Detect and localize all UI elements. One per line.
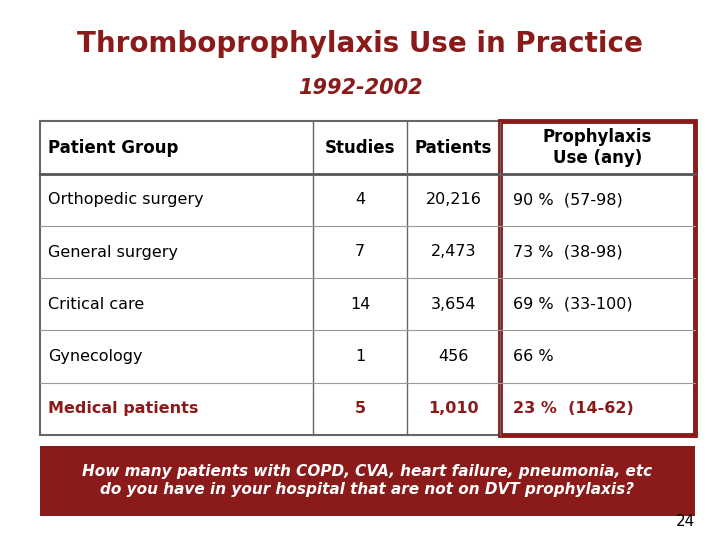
Text: 1: 1 <box>355 349 365 364</box>
Text: 1,010: 1,010 <box>428 401 479 416</box>
Text: 69 %  (33-100): 69 % (33-100) <box>513 296 633 312</box>
Text: Prophylaxis
Use (any): Prophylaxis Use (any) <box>543 128 652 167</box>
Text: 3,654: 3,654 <box>431 296 477 312</box>
Bar <box>40 446 695 516</box>
Bar <box>500 122 695 435</box>
Text: Patients: Patients <box>415 139 492 157</box>
Text: 7: 7 <box>355 245 365 260</box>
Text: 24: 24 <box>675 514 695 529</box>
Text: How many patients with COPD, CVA, heart failure, pneumonia, etc
do you have in y: How many patients with COPD, CVA, heart … <box>82 464 652 497</box>
Text: 23 %  (14-62): 23 % (14-62) <box>513 401 634 416</box>
Text: Critical care: Critical care <box>48 296 145 312</box>
Text: 14: 14 <box>350 296 370 312</box>
Text: Gynecology: Gynecology <box>48 349 143 364</box>
Text: 90 %  (57-98): 90 % (57-98) <box>513 192 623 207</box>
Text: Studies: Studies <box>325 139 395 157</box>
Text: Patient Group: Patient Group <box>48 139 179 157</box>
Text: 456: 456 <box>438 349 469 364</box>
Text: 1992-2002: 1992-2002 <box>297 78 423 98</box>
Text: 5: 5 <box>354 401 366 416</box>
Text: 2,473: 2,473 <box>431 245 477 260</box>
Text: 66 %: 66 % <box>513 349 554 364</box>
Text: Medical patients: Medical patients <box>48 401 199 416</box>
Text: Thromboprophylaxis Use in Practice: Thromboprophylaxis Use in Practice <box>77 30 643 58</box>
Text: General surgery: General surgery <box>48 245 179 260</box>
Text: 73 %  (38-98): 73 % (38-98) <box>513 245 623 260</box>
Text: 20,216: 20,216 <box>426 192 482 207</box>
Bar <box>40 122 695 435</box>
Text: Orthopedic surgery: Orthopedic surgery <box>48 192 204 207</box>
Text: 4: 4 <box>355 192 365 207</box>
